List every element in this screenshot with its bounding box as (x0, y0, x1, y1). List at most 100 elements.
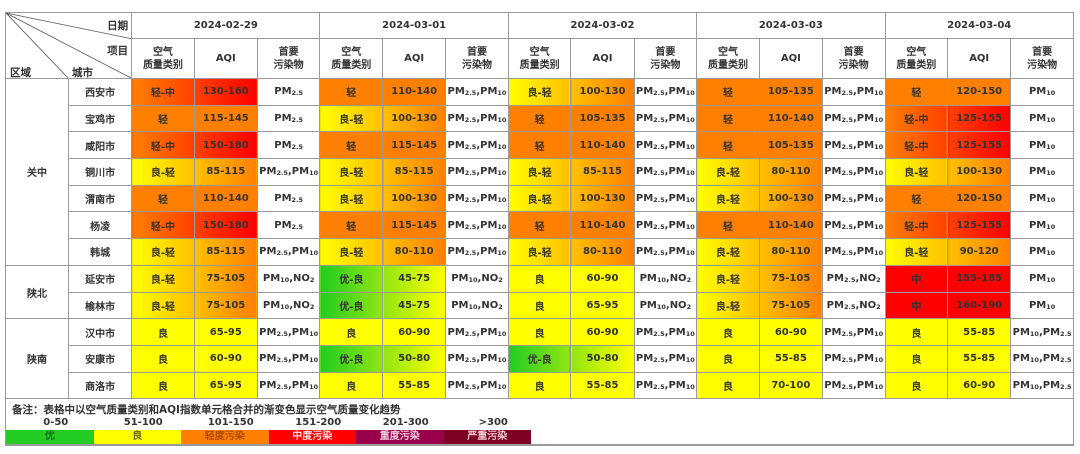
primary-pollutant-cell: PM2.5,PM10 (821, 184, 886, 213)
air-quality-category-cell: 良-轻 (884, 158, 949, 186)
aqi-range-cell: 60-90 (570, 264, 635, 293)
city-cell: 韩城 (68, 238, 133, 266)
aqi-range-cell: 80-110 (758, 238, 823, 266)
aqi-range-cell: 75-105 (758, 291, 823, 320)
air-quality-category-cell: 轻 (696, 104, 760, 133)
air-quality-category-cell: 轻 (507, 211, 572, 240)
primary-pollutant-cell: PM2.5,PM10 (445, 131, 509, 160)
corner-label-item: 项目 (107, 45, 129, 57)
corner-label-region: 区域 (10, 67, 31, 79)
aqi-range-cell: 85-115 (570, 158, 635, 186)
city-cell: 商洛市 (68, 371, 133, 400)
city-cell: 榆林市 (68, 291, 133, 320)
date-header-0: 2024-02-29 (131, 12, 321, 39)
legend-note: 备注：表格中以空气质量类别和AQI指数单元格合并的渐变色显示空气质量变化趋势 (12, 404, 401, 417)
aqi-range-cell: 100-130 (382, 184, 447, 213)
sub-header-pollutant: 首要 污染物 (633, 38, 698, 79)
aqi-range-cell: 60-90 (382, 318, 447, 346)
aqi-range-cell: 55-85 (382, 371, 447, 400)
primary-pollutant-cell: PM2.5,PM10 (821, 318, 886, 346)
air-quality-category-cell: 轻 (507, 104, 572, 133)
air-quality-category-cell: 优-良 (319, 344, 384, 373)
primary-pollutant-cell: PM2.5,PM10 (633, 131, 698, 160)
table-row: 渭南市轻 110-140 PM2.5 良-轻 100-130 PM2.5,PM10 良-轻 1… (6, 184, 1074, 213)
aqi-range-cell: 100-130 (570, 78, 635, 106)
air-quality-category-cell: 优-良 (319, 291, 384, 320)
air-quality-category-cell: 良-轻 (507, 78, 572, 106)
air-quality-category-cell: 优-良 (319, 264, 384, 293)
primary-pollutant-cell: PM10,NO2 (256, 264, 321, 293)
aqi-range-cell: 120-150 (947, 184, 1012, 213)
air-quality-category-cell: 轻-中 (884, 131, 949, 160)
air-quality-category-cell: 良 (507, 318, 572, 346)
sub-header-pollutant: 首要 污染物 (1010, 38, 1074, 79)
primary-pollutant-cell: PM10 (1010, 291, 1074, 320)
air-quality-category-cell: 良 (696, 371, 760, 400)
table-row: 宝鸡市轻 115-145 PM2.5 良-轻 100-130 PM2.5,PM10 轻 105… (6, 104, 1074, 133)
legend-range-label: 51-100 (123, 417, 163, 429)
primary-pollutant-cell: PM2.5,PM10 (821, 344, 886, 373)
air-quality-category-cell: 良-轻 (507, 158, 572, 186)
aqi-range-cell: 120-150 (947, 78, 1012, 106)
primary-pollutant-cell: PM2.5,PM10 (633, 158, 698, 186)
air-quality-category-cell: 轻 (696, 131, 760, 160)
table-row: 陕北 延安市 良-轻 75-105 PM10,NO2 优-良 45-75 PM10,NO2 良 6… (4, 264, 1074, 320)
primary-pollutant-cell: PM2.5,PM10 (821, 158, 886, 186)
primary-pollutant-cell: PM2.5 (256, 131, 321, 160)
aqi-range-cell: 75-105 (758, 264, 823, 293)
primary-pollutant-cell: PM2.5,NO2 (821, 264, 886, 293)
aqi-range-cell: 110-140 (758, 104, 823, 133)
air-quality-category-cell: 良-轻 (319, 238, 384, 266)
primary-pollutant-cell: PM10 (1010, 264, 1074, 293)
aqi-range-cell: 105-135 (758, 131, 823, 160)
primary-pollutant-cell: PM2.5,PM10 (633, 238, 698, 266)
legend-ranges: 0-50 51-100 101-150 151-200 201-300 >300 (12, 417, 537, 428)
air-quality-category-cell: 轻 (696, 78, 760, 106)
primary-pollutant-cell: PM2.5,PM10 (633, 344, 698, 373)
primary-pollutant-cell: PM10,NO2 (445, 291, 509, 320)
aqi-range-cell: 55-85 (758, 344, 823, 373)
air-quality-category-cell: 轻 (319, 78, 384, 106)
air-quality-category-cell: 良 (507, 264, 572, 293)
air-quality-category-cell: 良 (131, 344, 195, 373)
sub-header-pollutant: 首要 污染物 (445, 38, 509, 79)
city-cell: 铜川市 (68, 158, 133, 186)
primary-pollutant-cell: PM10 (1010, 131, 1074, 160)
air-quality-category-cell: 轻-中 (884, 211, 949, 240)
air-quality-category-cell: 良 (884, 371, 949, 400)
air-quality-category-cell: 良-轻 (696, 184, 760, 213)
primary-pollutant-cell: PM2.5,PM10 (821, 211, 886, 240)
air-quality-category-cell: 轻 (131, 184, 195, 213)
primary-pollutant-cell: PM2.5,PM10 (821, 238, 886, 266)
sub-header-aqi: AQI (570, 38, 635, 79)
air-quality-category-cell: 轻-中 (131, 78, 195, 106)
primary-pollutant-cell: PM2.5,PM10 (256, 318, 321, 346)
primary-pollutant-cell: PM2.5,PM10 (256, 158, 321, 186)
aqi-range-cell: 110-140 (570, 211, 635, 240)
air-quality-category-cell: 良-轻 (507, 184, 572, 213)
aqi-range-cell: 105-135 (758, 78, 823, 106)
sub-header-aqi: AQI (382, 38, 447, 79)
air-quality-category-cell: 轻 (319, 211, 384, 240)
primary-pollutant-cell: PM2.5,PM10 (633, 318, 698, 346)
air-quality-category-cell: 轻 (884, 78, 949, 106)
primary-pollutant-cell: PM10 (1010, 211, 1074, 240)
diagonal-lines-icon (6, 13, 131, 78)
air-quality-category-cell: 良-轻 (319, 184, 384, 213)
air-quality-category-cell: 良 (507, 291, 572, 320)
aqi-forecast-table-container: 日期 项目 区域 城市 2024-02-29 2024-03-01 2024-03-… (4, 12, 1074, 446)
air-quality-category-cell: 轻 (507, 131, 572, 160)
primary-pollutant-cell: PM10 (1010, 104, 1074, 133)
air-quality-category-cell: 轻 (131, 104, 195, 133)
aqi-range-cell: 85-115 (193, 238, 258, 266)
city-cell: 延安市 (68, 264, 133, 293)
aqi-range-cell: 50-80 (382, 344, 447, 373)
aqi-range-cell: 130-160 (193, 78, 258, 106)
primary-pollutant-cell: PM2.5,PM10 (445, 158, 509, 186)
primary-pollutant-cell: PM10 (1010, 78, 1074, 106)
primary-pollutant-cell: PM2.5,PM10 (445, 211, 509, 240)
aqi-range-cell: 125-155 (947, 211, 1012, 240)
city-cell: 汉中市 (68, 318, 133, 346)
air-quality-category-cell: 中 (884, 264, 949, 293)
legend-range-label: 101-150 (207, 417, 254, 429)
